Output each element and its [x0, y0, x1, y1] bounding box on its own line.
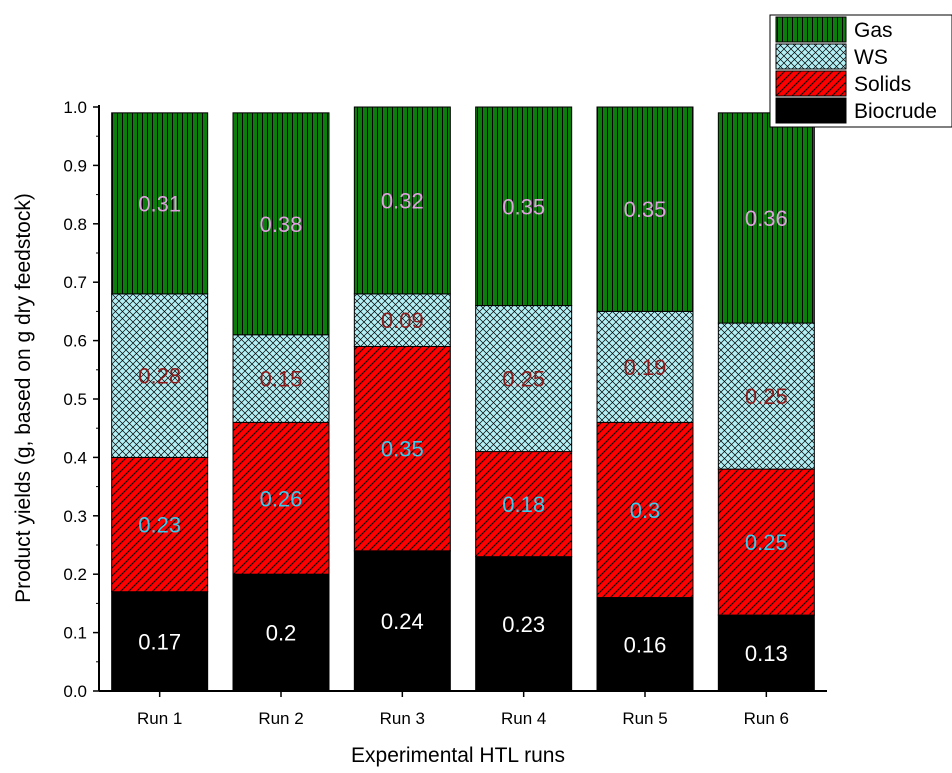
data-label-ws: 0.09: [381, 308, 424, 333]
y-tick-label: 0.8: [63, 215, 87, 234]
bar-segment-ws: [717, 322, 815, 470]
bar-segment-solids: [596, 421, 694, 599]
x-tick-label: Run 1: [137, 709, 182, 728]
data-label-gas: 0.31: [138, 191, 181, 216]
data-label-biocrude: 0.17: [138, 629, 181, 654]
data-label-biocrude: 0.13: [745, 641, 788, 666]
data-label-biocrude: 0.16: [624, 632, 667, 657]
y-tick-label: 1.0: [63, 98, 87, 117]
data-label-gas: 0.35: [502, 194, 545, 219]
x-axis-title: Experimental HTL runs: [351, 744, 565, 767]
y-tick-label: 0.4: [63, 448, 87, 467]
bar-segment-ws: [596, 310, 694, 423]
bar-segment-biocrude: [475, 556, 573, 692]
bar-segment-ws: [475, 305, 573, 453]
bar-segment-biocrude: [353, 550, 451, 692]
y-axis-title: Product yields (g, based on g dry feedst…: [12, 193, 35, 603]
data-label-solids: 0.3: [630, 498, 661, 523]
data-label-ws: 0.25: [502, 367, 545, 392]
x-tick-label: Run 5: [622, 709, 667, 728]
bar-segment-biocrude: [596, 597, 694, 692]
bars-layer: [111, 106, 815, 692]
legend-label-ws: WS: [854, 46, 888, 69]
bar-segment-gas: [475, 106, 573, 307]
data-label-biocrude: 0.2: [266, 621, 297, 646]
bar-segment-gas: [353, 106, 451, 295]
y-tick-label: 0.0: [63, 682, 87, 701]
bar-segment-solids: [717, 468, 815, 616]
data-label-solids: 0.26: [260, 486, 303, 511]
data-label-ws: 0.15: [260, 367, 303, 392]
data-label-solids: 0.23: [138, 513, 181, 538]
legend-swatch-gas: [775, 16, 847, 43]
legend-swatch-biocrude: [775, 97, 847, 124]
data-label-solids: 0.18: [502, 492, 545, 517]
y-tick-label: 0.5: [63, 390, 87, 409]
legend: Gas WS Solids Biocrude: [769, 14, 952, 128]
y-tick-label: 0.9: [63, 156, 87, 175]
data-labels-layer: 0.17 0.23 0.28 0.31 0.2 0.26 0.15 0.38 0.24 0.35 0…: [138, 188, 787, 666]
legend-label-biocrude: Biocrude: [854, 100, 937, 123]
data-label-gas: 0.35: [624, 197, 667, 222]
bar-segment-solids: [232, 421, 330, 575]
bar-segment-ws: [232, 334, 330, 423]
data-label-gas: 0.36: [745, 206, 788, 231]
data-label-ws: 0.25: [745, 384, 788, 409]
x-tick-label: Run 2: [258, 709, 303, 728]
data-label-ws: 0.19: [624, 355, 667, 380]
bar-segment-gas: [717, 112, 815, 324]
legend-swatch-ws: [775, 43, 847, 70]
data-label-biocrude: 0.24: [381, 609, 424, 634]
y-tick-label: 0.6: [63, 332, 87, 351]
data-label-gas: 0.38: [260, 212, 303, 237]
x-tick-label: Run 4: [501, 709, 546, 728]
legend-label-gas: Gas: [854, 19, 893, 42]
bar-segment-biocrude: [232, 573, 330, 692]
x-tick-label: Run 3: [380, 709, 425, 728]
y-tick-label: 0.1: [63, 624, 87, 643]
bar-segment-gas: [111, 112, 209, 295]
bar-segment-solids: [111, 456, 209, 593]
data-label-solids: 0.35: [381, 437, 424, 462]
data-label-biocrude: 0.23: [502, 612, 545, 637]
data-label-ws: 0.28: [138, 364, 181, 389]
bar-segment-biocrude: [111, 591, 209, 692]
x-tick-label: Run 6: [744, 709, 789, 728]
legend-label-solids: Solids: [854, 73, 911, 96]
bar-segment-gas: [232, 112, 330, 336]
data-label-solids: 0.25: [745, 530, 788, 555]
axis-layer: 0.0 0.1 0.2 0.3 0.4 0.5 0.6 0.7 0.8 0.9 1.0 Run 1 Ru…: [63, 98, 827, 728]
bar-segment-gas: [596, 106, 694, 312]
y-tick-label: 0.3: [63, 507, 87, 526]
data-label-gas: 0.32: [381, 188, 424, 213]
legend-swatch-solids: [775, 70, 847, 97]
bar-segment-ws: [111, 293, 209, 458]
bar-segment-solids: [353, 345, 451, 552]
y-tick-label: 0.7: [63, 273, 87, 292]
y-tick-label: 0.2: [63, 565, 87, 584]
bar-segment-solids: [475, 451, 573, 558]
